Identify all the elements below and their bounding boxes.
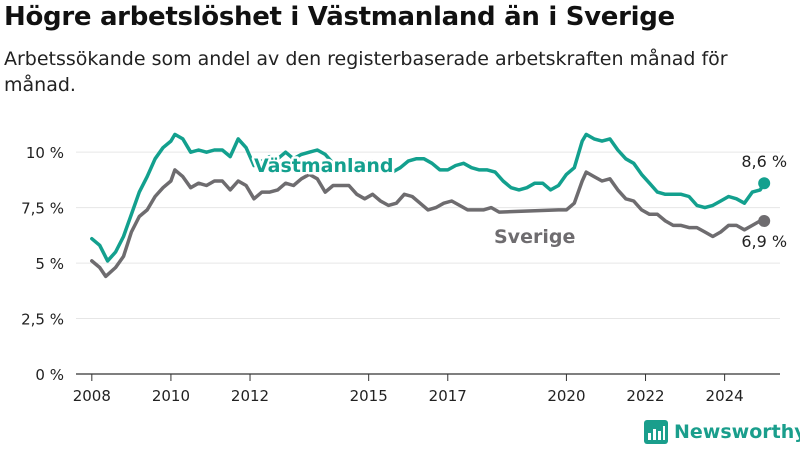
series-label-sverige: Sverige (494, 226, 575, 248)
chart-title: Högre arbetslöshet i Västmanland än i Sv… (4, 2, 675, 32)
x-tick-label: 2017 (429, 387, 467, 405)
y-tick-label: 10 % (26, 144, 64, 162)
gridlines (76, 151, 780, 375)
x-tick-label: 2012 (231, 387, 269, 405)
chart-subtitle: Arbetssökande som andel av den registerb… (4, 48, 728, 96)
brand-name: Newsworthy (674, 421, 800, 443)
x-tick-label: 2010 (152, 387, 190, 405)
y-tick-label: 2,5 % (21, 311, 64, 329)
end-value-label-vastmanland: 8,6 % (741, 152, 787, 171)
series-end-point-sverige (758, 214, 771, 227)
series-end-point-v-stmanland (758, 177, 771, 190)
series-label-vastmanland: Västmanland (254, 155, 394, 177)
series-line-v-stmanland (90, 132, 766, 263)
x-tick-label: 2020 (547, 387, 585, 405)
x-tick-label: 2015 (350, 387, 388, 405)
newsworthy-bar-icon (644, 420, 668, 444)
x-tick-label: 2024 (706, 387, 744, 405)
series-lines (90, 132, 771, 279)
y-tick-label: 0 % (35, 366, 64, 384)
series-line-sverige (90, 168, 766, 279)
y-tick-label: 5 % (35, 255, 64, 273)
newsworthy-logo: Newsworthy (644, 418, 800, 446)
series-labels: Västmanland Sverige 8,6 % 6,9 % (252, 152, 788, 251)
axis-ticks: 0 % 2,5 % 5 % 7,5 % 10 % 2008 2010 2012 2015 2017… (21, 144, 744, 405)
end-value-label-sverige: 6,9 % (741, 232, 787, 251)
x-tick-label: 2008 (73, 387, 111, 405)
x-tick-label: 2022 (626, 387, 664, 405)
y-tick-label: 7,5 % (21, 200, 64, 218)
